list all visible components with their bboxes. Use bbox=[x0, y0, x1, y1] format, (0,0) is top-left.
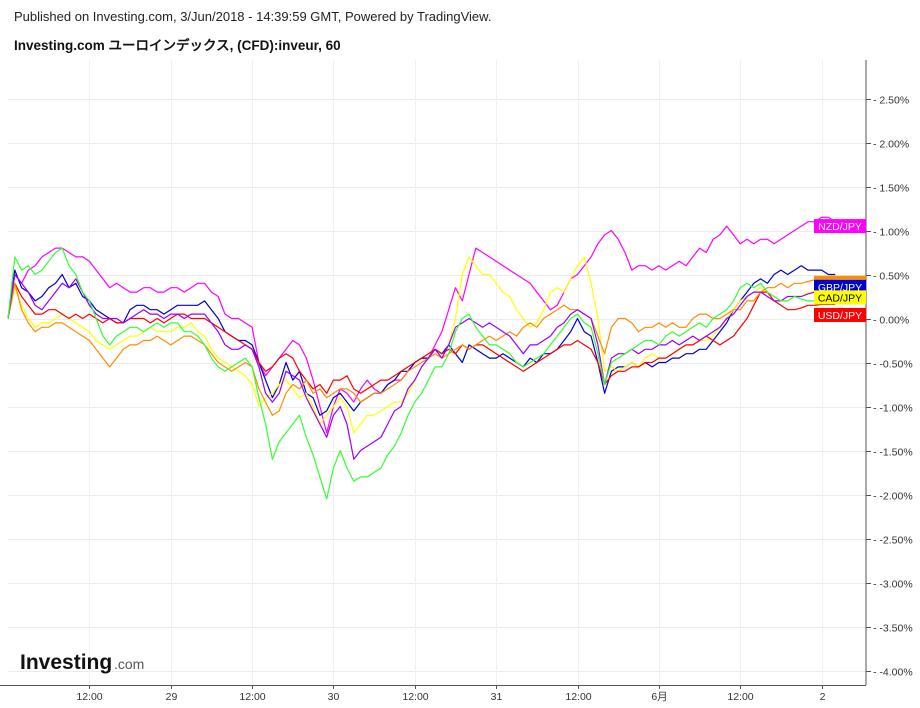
y-tick-label: - -1.00% bbox=[873, 403, 913, 415]
x-tick-label: 12:00 bbox=[239, 691, 265, 703]
y-tick-label: - 2.50% bbox=[873, 95, 909, 107]
y-tick-label: - -3.00% bbox=[873, 579, 913, 591]
series-line-unlabeled-6 bbox=[7, 247, 836, 500]
y-tick-label: - -1.50% bbox=[873, 447, 913, 459]
series-marker bbox=[814, 275, 866, 280]
x-tick-label: 6月 bbox=[651, 691, 667, 703]
y-tick-label: - -2.50% bbox=[873, 535, 913, 547]
series-line-usd-jpy bbox=[7, 282, 836, 394]
chart-header: Published on Investing.com, 3/Jun/2018 -… bbox=[14, 8, 894, 54]
series-line-unlabeled-4 bbox=[7, 279, 836, 416]
y-tick-label: - 1.00% bbox=[873, 227, 909, 239]
y-tick-label: - -4.00% bbox=[873, 667, 913, 679]
investing-logo: Investing .com bbox=[20, 651, 144, 674]
x-tick-label: 29 bbox=[166, 691, 178, 703]
series-label-text: USD/JPY bbox=[818, 310, 862, 322]
x-tick-label: 12:00 bbox=[727, 691, 753, 703]
logo-suffix: .com bbox=[114, 656, 144, 672]
x-tick-label: 12:00 bbox=[402, 691, 428, 703]
grid bbox=[8, 60, 866, 685]
y-tick-label: - 2.00% bbox=[873, 139, 909, 151]
series-label-gbp-jpy bbox=[814, 279, 866, 294]
chart-title: Investing.com ユーロインデックス, (CFD):inveur, 6… bbox=[14, 38, 341, 53]
y-tick-label: - -2.00% bbox=[873, 491, 913, 503]
x-tick-label: 12:00 bbox=[565, 691, 591, 703]
x-tick-label: 12:00 bbox=[76, 691, 102, 703]
series-label-text: NZD/JPY bbox=[818, 221, 862, 233]
y-tick-label: - -0.50% bbox=[873, 359, 913, 371]
time-axis[interactable]: 12:00 29 12:00 30 12:00 31 12:00 6月 12:00 2 bbox=[76, 685, 826, 703]
series-lines bbox=[7, 216, 842, 500]
series-line-nzd-jpy bbox=[7, 216, 842, 434]
series-label-usd-jpy bbox=[814, 307, 866, 322]
y-tick-label: - 0.00% bbox=[873, 315, 909, 327]
x-tick-label: 30 bbox=[328, 691, 340, 703]
y-tick-label: - -3.50% bbox=[873, 623, 913, 635]
series-label-nzd-jpy bbox=[814, 219, 866, 234]
series-line-unlabeled-5 bbox=[7, 273, 836, 460]
price-axis[interactable]: - 2.50% - 2.00% - 1.50% - 1.00% - 0.50% - 0.0… bbox=[866, 95, 913, 679]
y-tick-label: - 0.50% bbox=[873, 271, 909, 283]
y-tick-label: - 1.50% bbox=[873, 183, 909, 195]
x-tick-label: 2 bbox=[820, 691, 826, 703]
series-label-text: CAD/JPY bbox=[818, 292, 862, 304]
series-label-cad-jpy bbox=[814, 290, 866, 305]
logo-wordmark: Investing bbox=[20, 651, 112, 674]
published-info: Published on Investing.com, 3/Jun/2018 -… bbox=[14, 9, 492, 24]
x-tick-label: 31 bbox=[491, 691, 503, 703]
